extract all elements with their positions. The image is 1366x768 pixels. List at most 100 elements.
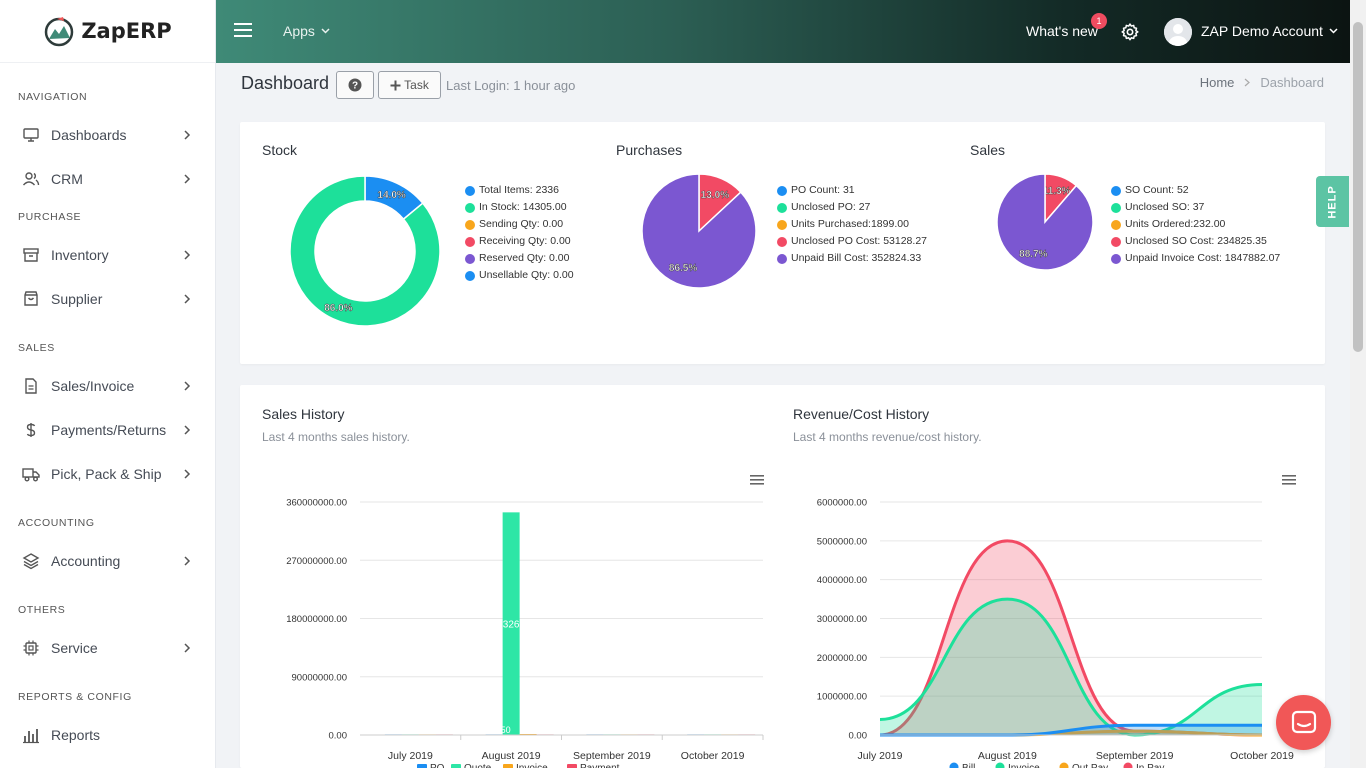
avatar[interactable] — [1164, 18, 1192, 46]
pie-slice[interactable] — [641, 173, 757, 289]
apps-menu[interactable]: Apps — [283, 23, 330, 39]
legend-swatch — [949, 762, 959, 768]
legend-label: Sending Qty: 0.00 — [479, 218, 564, 230]
sidebar: ZapERP NAVIGATION Dashboards CRM PURCHASE In… — [0, 0, 216, 768]
sidebar-item-label: Accounting — [51, 553, 121, 569]
sales-title: Sales — [970, 142, 1006, 158]
file-icon — [22, 377, 40, 395]
hamburger-icon[interactable] — [234, 22, 252, 38]
chart-legend-item[interactable]: Invoice — [995, 762, 1041, 768]
archive-icon — [22, 246, 40, 264]
chart-menu-icon[interactable] — [750, 475, 764, 485]
legend-label: Bill — [962, 763, 975, 768]
breadcrumb-home[interactable]: Home — [1199, 75, 1235, 90]
legend-item: Unsellable Qty: 0.00 — [465, 267, 574, 284]
slice-label: 14.0% — [377, 190, 405, 201]
pie-slice[interactable] — [289, 175, 441, 327]
chart-legend-item[interactable]: PO — [417, 763, 445, 768]
account-menu[interactable]: ZAP Demo Account — [1201, 23, 1338, 39]
x-tick-label: July 2019 — [388, 750, 433, 762]
account-name: ZAP Demo Account — [1201, 23, 1323, 39]
help-button[interactable]: ? — [336, 71, 374, 99]
chart-legend-item[interactable]: Bill — [949, 762, 976, 768]
legend-dot-icon — [777, 219, 787, 230]
chevron-down-icon — [321, 28, 330, 34]
chart-legend-item[interactable]: Out Pay — [1059, 762, 1109, 768]
sales-history-bar-chart: 360000000.00 270000000.00 180000000.00 9000… — [286, 475, 764, 768]
legend-label: Unpaid Invoice Cost: 1847882.07 — [1125, 252, 1281, 264]
bar-annotation: 850 — [496, 725, 511, 735]
users-icon — [22, 170, 40, 188]
series-line[interactable] — [879, 597, 1263, 737]
sidebar-item-pick-pack-ship[interactable]: Pick, Pack & Ship — [0, 459, 216, 489]
bar-data-label: 326 — [503, 620, 520, 631]
chart-legend-item[interactable]: Invoice — [503, 763, 548, 768]
legend-item: Sending Qty: 0.00 — [465, 216, 574, 233]
sidebar-item-accounting[interactable]: Accounting — [0, 546, 216, 576]
legend-dot-icon — [777, 185, 787, 196]
legend-swatch — [1123, 762, 1133, 768]
sidebar-item-label: Inventory — [51, 247, 109, 263]
legend-label: Reserved Qty: 0.00 — [479, 252, 570, 264]
chevron-right-icon — [1244, 78, 1251, 87]
legend-label: Quote — [464, 763, 492, 768]
logo[interactable]: ZapERP — [0, 0, 215, 63]
sidebar-item-service[interactable]: Service — [0, 633, 216, 663]
sidebar-item-sales-invoice[interactable]: Sales/Invoice — [0, 371, 216, 401]
legend-label: PO — [430, 763, 445, 768]
chevron-right-icon — [184, 174, 191, 184]
y-tick-label: 3000000.00 — [817, 614, 867, 625]
sales-history-subtitle: Last 4 months sales history. — [262, 430, 410, 444]
vertical-scrollbar[interactable] — [1350, 0, 1366, 768]
y-tick-label: 5000000.00 — [817, 536, 867, 547]
sidebar-item-payments-returns[interactable]: Payments/Returns — [0, 415, 216, 445]
purchases-title: Purchases — [616, 142, 683, 158]
chat-launcher-button[interactable] — [1276, 695, 1331, 750]
area-fill — [880, 599, 1262, 735]
top-bar: Apps What's new 1 ZAP Demo Account — [216, 0, 1350, 63]
legend-dot-icon — [1111, 219, 1121, 230]
sidebar-item-crm[interactable]: CRM — [0, 164, 216, 194]
task-label: Task — [404, 78, 429, 92]
chart-legend-item[interactable]: Quote — [451, 763, 492, 768]
nav-section-heading: REPORTS & CONFIG — [18, 691, 132, 703]
app-name: ZapERP — [81, 19, 172, 43]
legend-item: Unpaid Bill Cost: 352824.33 — [777, 250, 927, 267]
legend-dot-icon — [1111, 253, 1121, 264]
chart-menu-icon[interactable] — [1282, 475, 1296, 485]
bar[interactable] — [502, 512, 520, 735]
legend-swatch — [451, 764, 461, 768]
plus-icon — [390, 80, 401, 90]
nav-section-heading: SALES — [18, 342, 55, 354]
sidebar-item-label: CRM — [51, 171, 83, 187]
legend-dot-icon — [465, 185, 475, 196]
legend-dot-icon — [465, 253, 475, 264]
gear-icon[interactable] — [1120, 22, 1140, 42]
slice-label: 86.5% — [669, 263, 697, 274]
sidebar-item-inventory[interactable]: Inventory — [0, 240, 216, 270]
chart-legend-item[interactable]: Payment — [567, 763, 620, 768]
chart-legend-item[interactable]: In Pay — [1123, 762, 1165, 768]
chevron-right-icon — [184, 381, 191, 391]
help-tab[interactable]: HELP — [1316, 176, 1349, 227]
y-tick-label: 360000000.00 — [286, 498, 347, 509]
scrollbar-thumb[interactable] — [1353, 22, 1363, 352]
whats-new-link[interactable]: What's new — [1026, 23, 1098, 39]
slice-label: 11.3% — [1043, 186, 1071, 197]
sidebar-item-dashboards[interactable]: Dashboards — [0, 120, 216, 150]
sidebar-item-reports[interactable]: Reports — [0, 720, 216, 750]
apps-label: Apps — [283, 23, 315, 39]
add-task-button[interactable]: Task — [378, 71, 441, 99]
legend-label: Units Purchased:1899.00 — [791, 218, 909, 230]
sidebar-item-label: Payments/Returns — [51, 422, 167, 438]
x-tick-label: October 2019 — [681, 750, 745, 762]
sidebar-item-supplier[interactable]: Supplier — [0, 284, 216, 314]
legend-label: PO Count: 31 — [791, 184, 855, 196]
legend-item: Unclosed PO: 27 — [777, 199, 927, 216]
legend-item: Units Ordered:232.00 — [1111, 216, 1280, 233]
legend-label: Payment — [580, 763, 620, 768]
pie-slice[interactable] — [996, 173, 1094, 271]
y-tick-label: 90000000.00 — [292, 672, 347, 683]
legend-dot-icon — [465, 219, 475, 230]
bar-chart-icon — [22, 726, 40, 744]
